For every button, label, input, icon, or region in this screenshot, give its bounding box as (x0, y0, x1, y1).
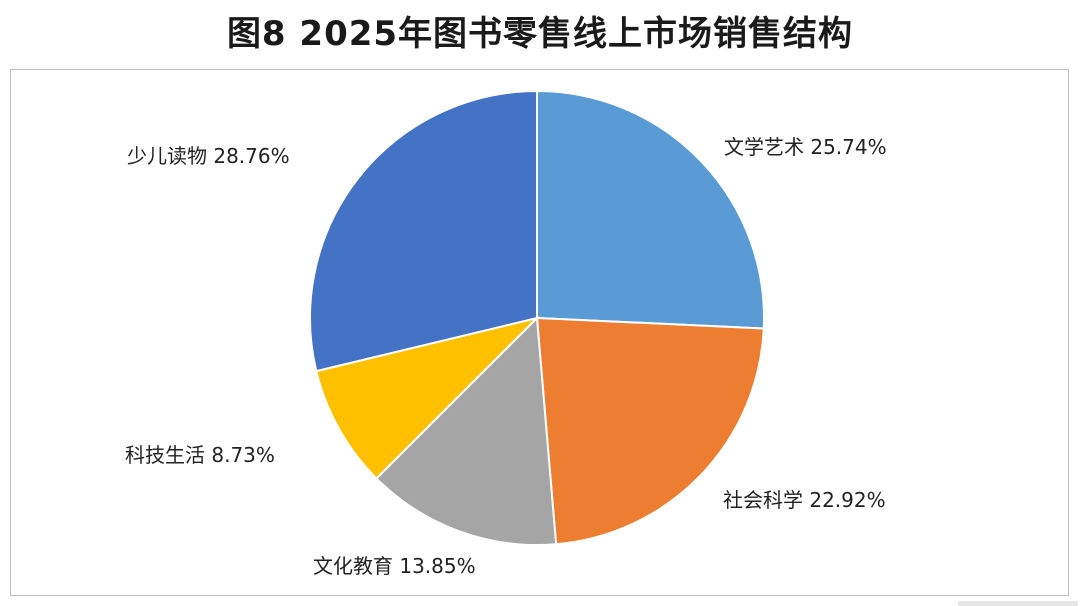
page-corner-mark (958, 601, 1078, 606)
pie-slice-3 (374, 315, 558, 546)
slice-label-3: 文化教育 13.85% (313, 554, 476, 578)
pie-slice-2 (535, 316, 765, 546)
slice-label-1: 文学艺术 25.74% (724, 135, 887, 159)
pie-slice-5 (309, 89, 538, 373)
slice-label-4: 科技生活 8.73% (125, 443, 275, 467)
slice-label-2: 社会科学 22.92% (723, 488, 886, 512)
slice-label-5: 少儿读物 28.76% (127, 144, 290, 168)
chart-title: 图8 2025年图书零售线上市场销售结构 (226, 14, 854, 54)
pie-slice-1 (536, 89, 765, 330)
